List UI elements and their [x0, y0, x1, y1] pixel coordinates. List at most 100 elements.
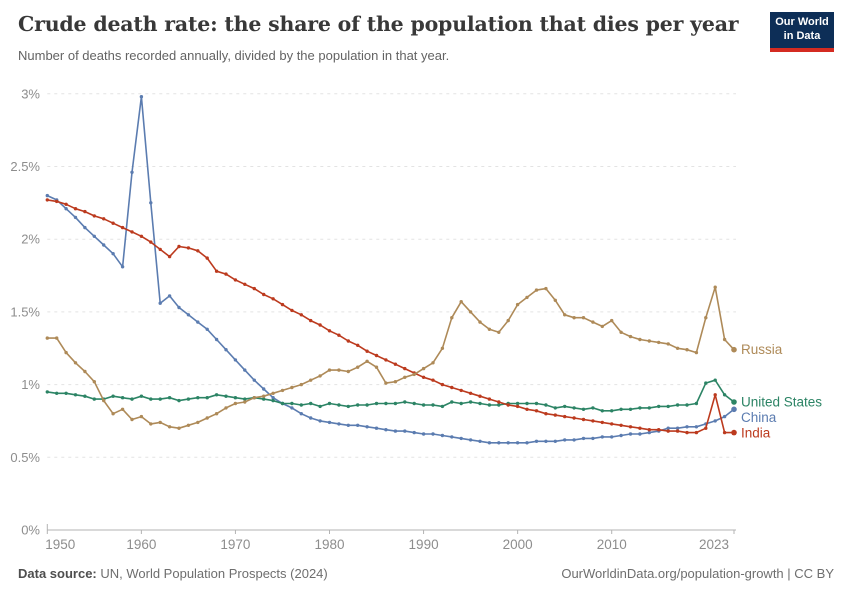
data-point	[337, 403, 341, 407]
data-point	[722, 337, 727, 342]
data-point	[478, 439, 482, 443]
data-point	[713, 393, 717, 397]
data-point	[421, 403, 426, 407]
data-point	[591, 406, 595, 410]
data-point	[327, 401, 332, 406]
data-point	[111, 412, 115, 416]
data-point	[647, 430, 651, 435]
y-tick-label: 1.5%	[10, 304, 40, 319]
data-point	[130, 230, 134, 234]
data-point	[167, 425, 172, 429]
data-point	[525, 401, 529, 406]
data-point	[487, 441, 492, 445]
data-point	[403, 375, 407, 379]
data-point	[722, 393, 727, 397]
series-end-point	[731, 406, 737, 413]
data-point	[139, 394, 144, 398]
data-point	[403, 429, 407, 433]
data-point	[346, 423, 350, 427]
data-point	[130, 170, 134, 174]
data-point	[666, 429, 670, 433]
data-point	[468, 391, 473, 395]
data-point	[205, 396, 209, 400]
data-point	[412, 372, 416, 377]
data-point	[280, 388, 285, 393]
data-point	[111, 221, 115, 225]
data-point	[628, 407, 633, 411]
data-point	[318, 419, 322, 423]
data-point	[666, 342, 670, 346]
data-point	[243, 368, 247, 372]
data-point	[205, 256, 209, 260]
data-point	[675, 426, 680, 430]
data-point	[83, 209, 87, 214]
data-point	[553, 439, 557, 443]
data-point	[487, 327, 492, 331]
data-point	[102, 217, 106, 221]
data-point	[553, 298, 557, 302]
data-point	[685, 430, 689, 435]
data-point	[290, 385, 294, 390]
data-point	[412, 430, 416, 435]
data-point	[638, 426, 642, 430]
data-point	[515, 404, 520, 409]
data-point	[638, 432, 642, 436]
data-point	[393, 380, 398, 384]
y-tick-label: 2%	[21, 232, 40, 247]
data-point	[64, 207, 68, 211]
data-point	[591, 320, 595, 324]
data-point	[73, 207, 78, 211]
data-point	[73, 361, 78, 365]
data-point	[224, 394, 228, 398]
series-end-point	[731, 399, 737, 405]
data-point	[327, 329, 332, 333]
data-point	[271, 396, 275, 400]
data-point	[600, 324, 604, 329]
data-point	[591, 436, 595, 441]
owid-logo-line2: in Data	[783, 30, 821, 42]
data-point	[120, 265, 125, 269]
data-point	[553, 406, 557, 410]
data-point	[177, 244, 181, 249]
data-point	[299, 403, 303, 407]
data-point	[149, 201, 153, 205]
data-point	[384, 428, 388, 432]
data-point	[497, 330, 501, 334]
data-point	[346, 339, 350, 343]
data-point	[459, 388, 463, 393]
data-point	[581, 436, 586, 441]
data-point	[64, 391, 68, 395]
data-point	[722, 414, 727, 419]
data-point	[628, 334, 633, 339]
data-point	[120, 407, 125, 411]
data-point	[403, 366, 407, 371]
data-point	[497, 441, 501, 445]
data-point	[647, 406, 651, 410]
data-source: Data source: UN, World Population Prospe…	[18, 566, 328, 581]
data-point	[365, 349, 369, 353]
data-point	[158, 301, 162, 305]
data-point	[149, 240, 153, 244]
x-tick-label: 2000	[503, 537, 533, 552]
data-point	[252, 286, 256, 291]
data-point	[563, 404, 567, 409]
data-point	[525, 441, 529, 445]
data-point	[73, 215, 78, 220]
data-point	[647, 428, 651, 432]
data-point	[214, 393, 219, 397]
data-point	[694, 350, 699, 355]
data-point	[685, 348, 689, 352]
data-point	[356, 343, 360, 347]
data-point	[337, 368, 341, 372]
data-point	[515, 401, 520, 406]
data-point	[657, 428, 661, 432]
data-point	[610, 422, 614, 426]
data-point	[186, 397, 191, 401]
data-point	[271, 297, 275, 301]
data-point	[468, 310, 473, 314]
y-tick-label: 0%	[21, 523, 40, 538]
data-point	[403, 400, 407, 404]
data-point	[412, 401, 416, 406]
